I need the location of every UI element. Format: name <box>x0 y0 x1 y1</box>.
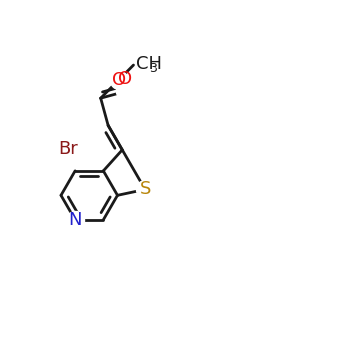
Text: S: S <box>139 181 151 198</box>
Text: CH: CH <box>135 55 162 73</box>
Text: Br: Br <box>59 140 78 158</box>
Text: N: N <box>68 211 82 229</box>
Text: O: O <box>112 71 126 89</box>
Text: 3: 3 <box>149 62 156 75</box>
Text: O: O <box>118 70 132 88</box>
